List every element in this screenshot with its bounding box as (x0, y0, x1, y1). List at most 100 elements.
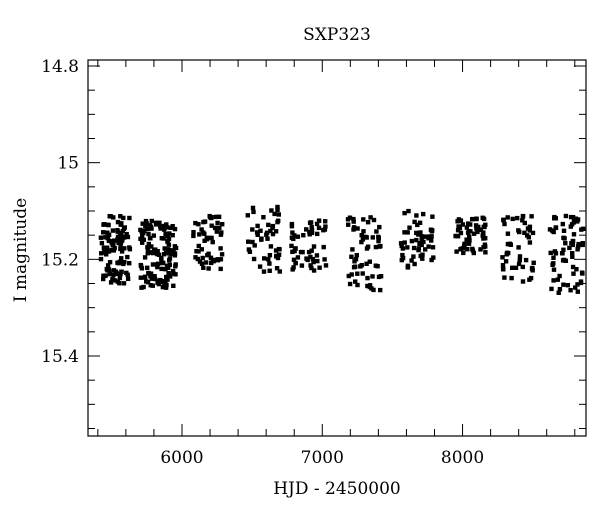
data-point (268, 244, 274, 249)
data-point (151, 247, 157, 252)
data-point (164, 263, 170, 268)
data-point (458, 230, 464, 236)
data-point (308, 263, 313, 268)
data-point (115, 234, 121, 240)
data-point (163, 281, 168, 286)
data-point (251, 209, 256, 215)
data-point (301, 233, 306, 238)
data-point (563, 258, 568, 263)
data-point (161, 260, 166, 266)
data-point (105, 263, 111, 268)
data-point (164, 225, 170, 230)
data-point (261, 215, 266, 220)
data-point (101, 250, 107, 255)
data-point (308, 254, 313, 260)
data-point (370, 274, 375, 279)
data-point (505, 215, 510, 220)
data-point (458, 218, 464, 223)
data-point (141, 284, 146, 290)
data-point (529, 214, 534, 219)
data-point (209, 260, 214, 266)
data-point (360, 237, 366, 242)
data-point (552, 216, 557, 221)
data-point (465, 221, 471, 226)
data-point (250, 227, 255, 232)
data-point (373, 244, 379, 250)
data-point (570, 215, 576, 220)
data-point (421, 211, 426, 217)
data-point (561, 282, 566, 287)
data-point (400, 246, 406, 251)
data-point (209, 235, 214, 241)
data-point (405, 245, 410, 250)
data-point (158, 226, 163, 231)
data-point (153, 220, 159, 225)
data-point (150, 262, 156, 267)
data-point (199, 227, 204, 232)
data-point (501, 217, 506, 222)
data-point (570, 254, 575, 259)
data-point (162, 227, 167, 232)
data-point (102, 247, 107, 252)
data-point (365, 275, 370, 281)
data-point (108, 280, 114, 285)
data-point (292, 233, 297, 238)
data-point (119, 237, 124, 242)
data-point (208, 215, 213, 220)
data-point (160, 284, 166, 290)
data-point (118, 214, 123, 219)
data-point (113, 269, 119, 274)
data-point (571, 271, 576, 276)
data-point (264, 232, 269, 237)
data-point (378, 287, 383, 293)
data-point (516, 228, 521, 233)
data-point (374, 229, 379, 234)
data-point (307, 232, 312, 237)
data-point (553, 225, 558, 230)
data-point (309, 224, 314, 230)
data-point (321, 244, 326, 250)
data-point (378, 243, 383, 249)
data-point (430, 214, 435, 219)
data-point (218, 246, 223, 251)
data-point (465, 230, 471, 235)
data-point (502, 221, 507, 227)
data-point (474, 226, 479, 231)
data-point (376, 238, 381, 244)
data-point (115, 228, 120, 233)
data-point (295, 234, 301, 239)
data-point (110, 277, 115, 282)
data-point (501, 267, 506, 272)
data-point (196, 249, 201, 254)
chart-title: SXP323 (303, 25, 371, 45)
data-point (261, 269, 267, 274)
data-point (209, 223, 214, 228)
data-point (355, 282, 360, 288)
data-point (365, 220, 371, 225)
data-point (121, 215, 126, 221)
data-point (138, 275, 143, 280)
data-point (570, 251, 575, 256)
data-point (148, 250, 153, 255)
data-point (520, 264, 525, 270)
data-point (369, 286, 374, 291)
data-point (345, 217, 351, 222)
data-point (268, 228, 273, 234)
data-point (304, 227, 309, 232)
data-point (147, 223, 153, 228)
data-point (580, 271, 585, 276)
data-point (527, 228, 532, 233)
data-point (557, 273, 562, 279)
data-point (170, 233, 175, 238)
data-point (414, 213, 419, 218)
data-point (528, 275, 534, 281)
data-point (106, 249, 112, 254)
data-point (409, 238, 415, 244)
data-point (141, 237, 146, 242)
x-tick-label: 8000 (441, 448, 484, 468)
data-point (417, 220, 423, 225)
data-point (119, 230, 124, 236)
data-point (483, 222, 488, 227)
data-point (378, 274, 384, 279)
